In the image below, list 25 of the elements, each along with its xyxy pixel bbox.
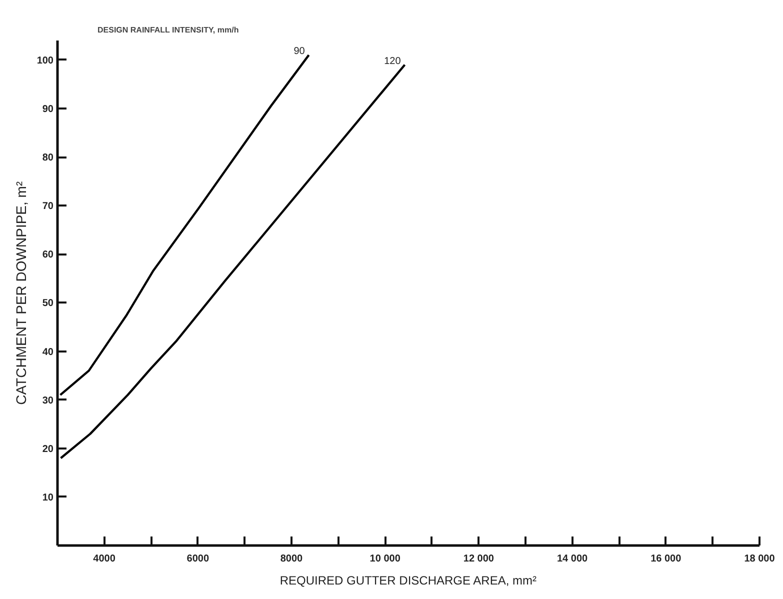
x-tick-label: 16 000 <box>650 554 682 564</box>
x-tick-label: 10 000 <box>370 554 401 564</box>
x-tick-label: 12 000 <box>463 554 494 564</box>
y-tick-label: 40 <box>42 346 54 358</box>
x-axis-title: REQUIRED GUTTER DISCHARGE AREA, mm² <box>280 574 537 588</box>
y-axis-title: CATCHMENT PER DOWNPIPE, m² <box>12 181 29 405</box>
x-tick-label: 4000 <box>93 554 116 564</box>
line-series <box>59 54 310 396</box>
y-tick-label: 60 <box>42 250 54 261</box>
series-label: 90 <box>294 46 306 58</box>
x-tick-label: 6000 <box>186 554 210 564</box>
x-tick-label: 8000 <box>280 554 304 564</box>
y-tick-label: 70 <box>42 201 54 212</box>
y-tick-label: 90 <box>42 104 54 115</box>
y-tick-label: 30 <box>42 395 54 406</box>
y-tick-label: 50 <box>42 298 54 310</box>
y-tick-label: 20 <box>42 444 54 455</box>
series-label: 120 <box>384 56 402 67</box>
y-tick-label: 10 <box>42 492 54 504</box>
y-tick-label: 80 <box>42 152 54 164</box>
x-tick-label: 14 000 <box>557 554 588 564</box>
chart-title: DESIGN RAINFALL INTENSITY, mm/h <box>98 26 239 34</box>
x-tick-label: 18 000 <box>744 554 776 564</box>
y-tick-label: 100 <box>36 55 54 66</box>
line-series <box>60 64 406 460</box>
